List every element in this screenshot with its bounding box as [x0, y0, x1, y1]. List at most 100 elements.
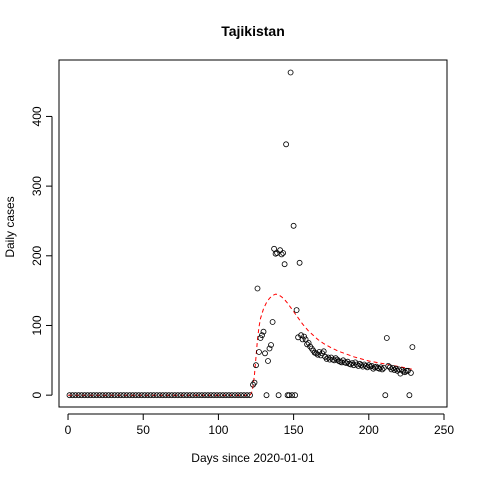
- data-point: [382, 392, 389, 399]
- data-point: [391, 367, 398, 374]
- data-point: [168, 392, 175, 399]
- data-point: [183, 392, 190, 399]
- data-point: [228, 392, 235, 399]
- data-point: [259, 332, 265, 339]
- data-point: [265, 358, 271, 364]
- data-point: [385, 362, 392, 369]
- data-point: [222, 392, 229, 399]
- plot-frame: [58, 59, 448, 408]
- data-point: [162, 392, 169, 399]
- data-point: [138, 392, 145, 399]
- data-point: [353, 361, 360, 368]
- y-axis: 0 100 200 300 400: [30, 106, 53, 398]
- data-point: [254, 285, 261, 292]
- data-point: [111, 392, 118, 399]
- data-points-layer: [66, 69, 416, 399]
- data-point: [263, 392, 270, 399]
- data-point: [289, 392, 296, 399]
- chart-title: Tajikistan: [221, 23, 285, 39]
- data-point: [216, 392, 223, 399]
- x-tick-label: 100: [208, 423, 228, 437]
- data-point: [102, 392, 109, 399]
- data-point: [380, 365, 387, 371]
- x-axis: 0 50 100 150 200 250: [65, 413, 454, 437]
- data-point: [251, 379, 258, 386]
- data-point: [376, 365, 383, 372]
- data-point: [126, 392, 133, 399]
- data-point: [262, 350, 268, 357]
- data-point: [189, 392, 196, 399]
- data-point: [235, 392, 241, 399]
- data-point: [213, 392, 220, 399]
- data-point: [368, 362, 375, 369]
- data-point: [280, 250, 287, 256]
- data-point: [268, 342, 274, 348]
- data-point: [66, 392, 73, 399]
- data-point: [379, 366, 386, 373]
- data-point: [90, 392, 97, 399]
- y-tick-label: 300: [30, 176, 44, 196]
- data-point: [150, 392, 157, 399]
- data-point: [75, 392, 82, 399]
- data-point: [153, 392, 160, 399]
- x-tick-label: 50: [137, 423, 151, 437]
- data-point: [275, 392, 282, 399]
- data-point: [260, 328, 267, 335]
- data-point: [87, 392, 94, 399]
- data-point: [286, 392, 293, 399]
- data-point: [69, 392, 76, 399]
- data-point: [99, 392, 106, 399]
- data-point: [186, 392, 193, 399]
- data-point: [108, 392, 115, 399]
- data-point: [120, 392, 127, 399]
- x-axis-label: Days since 2020-01-01: [191, 451, 315, 465]
- data-point: [403, 367, 410, 374]
- data-point: [232, 392, 238, 399]
- data-point: [362, 362, 369, 369]
- data-point: [225, 392, 232, 399]
- data-point: [192, 392, 199, 399]
- data-point: [159, 392, 166, 399]
- data-point: [241, 392, 247, 399]
- x-tick-label: 150: [284, 423, 304, 437]
- x-tick-label: 0: [65, 423, 72, 437]
- data-point: [313, 350, 320, 357]
- data-point: [287, 69, 294, 76]
- data-point: [177, 392, 184, 399]
- y-tick-label: 0: [30, 391, 44, 398]
- data-point: [144, 392, 151, 399]
- data-point: [135, 392, 142, 399]
- data-point: [409, 344, 416, 351]
- data-point: [123, 392, 130, 399]
- data-point: [93, 392, 100, 399]
- data-point: [383, 335, 390, 341]
- data-point: [219, 392, 226, 399]
- data-point: [283, 141, 290, 148]
- data-point: [141, 392, 148, 399]
- data-point: [281, 261, 288, 268]
- data-point: [278, 251, 285, 258]
- data-point: [407, 369, 414, 376]
- fit-curve-line: [68, 293, 413, 396]
- data-point: [201, 392, 208, 399]
- data-point: [132, 392, 139, 399]
- y-axis-label: Daily cases: [3, 196, 17, 257]
- data-point: [129, 392, 136, 399]
- x-tick-label: 200: [359, 423, 379, 437]
- data-point: [406, 392, 413, 399]
- data-point: [84, 392, 91, 399]
- data-point: [198, 392, 205, 399]
- data-point: [388, 366, 395, 373]
- data-point: [171, 392, 178, 399]
- data-point: [174, 392, 181, 399]
- data-point: [257, 335, 264, 341]
- y-tick-label: 100: [30, 315, 44, 335]
- data-point: [269, 319, 276, 325]
- data-point: [293, 307, 300, 314]
- x-tick-label: 250: [434, 423, 454, 437]
- data-point: [156, 392, 163, 399]
- data-point: [238, 392, 244, 399]
- y-tick-label: 200: [30, 245, 44, 265]
- data-point: [358, 362, 365, 369]
